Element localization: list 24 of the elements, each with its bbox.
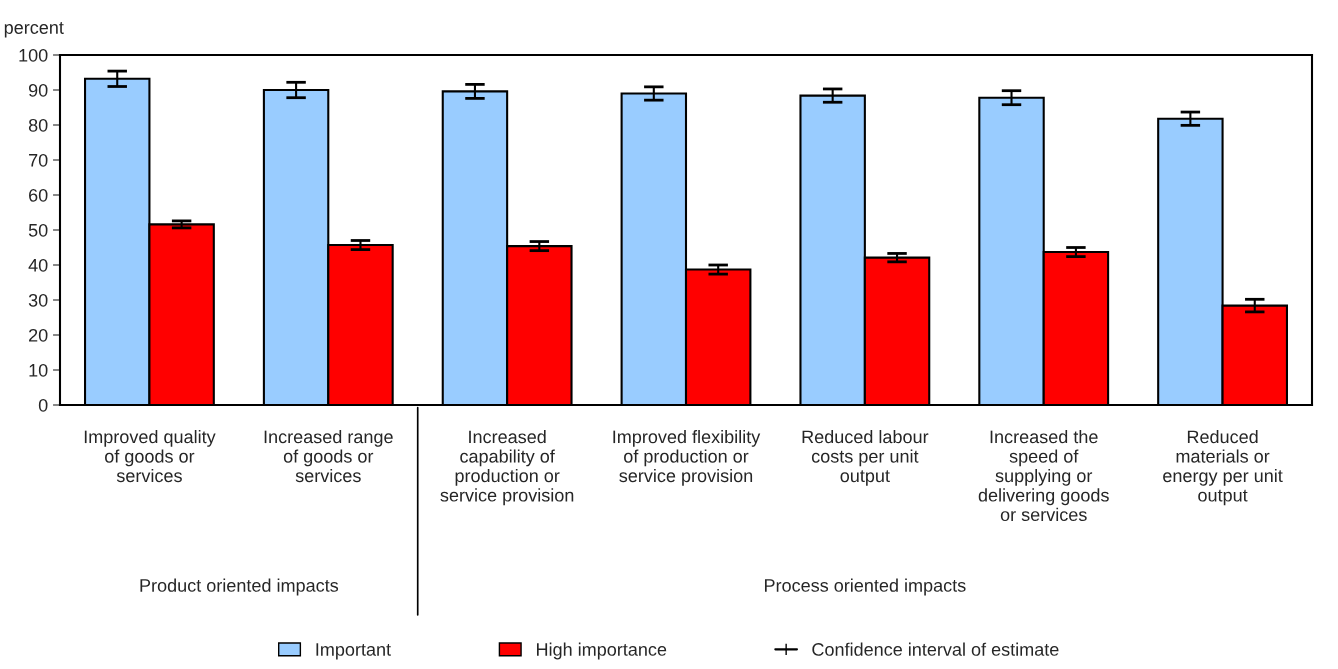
legend-label: High importance: [537, 642, 667, 660]
y-tick-label: 30: [28, 293, 48, 307]
text: Process oriented impacts: [764, 578, 966, 596]
y-tick-label: 70: [29, 153, 48, 167]
y-tick-label: 90: [28, 83, 48, 97]
y-tick-label: 50: [28, 223, 48, 237]
x-tick-label: Reduced materials or energy per unit output: [1163, 430, 1283, 506]
y-tick-label: 10: [29, 363, 48, 377]
y-tick-label: 60: [29, 188, 48, 202]
legend-label: Important: [316, 643, 391, 660]
text: Confidence interval of estimate: [812, 642, 1059, 656]
x-tick-label: Increased range of goods or services: [264, 430, 393, 483]
x-tick-label: Improved flexibility of production or service provision: [613, 430, 761, 486]
x-tick-label: Improved quality of goods or services: [84, 430, 216, 483]
y-tick-label: 40: [28, 258, 48, 272]
y-tick-label: 20: [29, 328, 48, 342]
x-tick-label: Increased the speed of supplying or delivering goods or services: [978, 430, 1109, 522]
y-tick-label: 0: [38, 398, 48, 412]
text: Product oriented impacts: [140, 578, 339, 596]
x-tick-label: Reduced labour costs per unit output: [802, 430, 929, 486]
y-axis-title: percent: [4, 22, 64, 38]
y-tick-label: 80: [28, 118, 48, 132]
x-tick-label: Increased capability of production or service provision: [440, 430, 574, 506]
y-tick-label: 100: [19, 48, 48, 62]
